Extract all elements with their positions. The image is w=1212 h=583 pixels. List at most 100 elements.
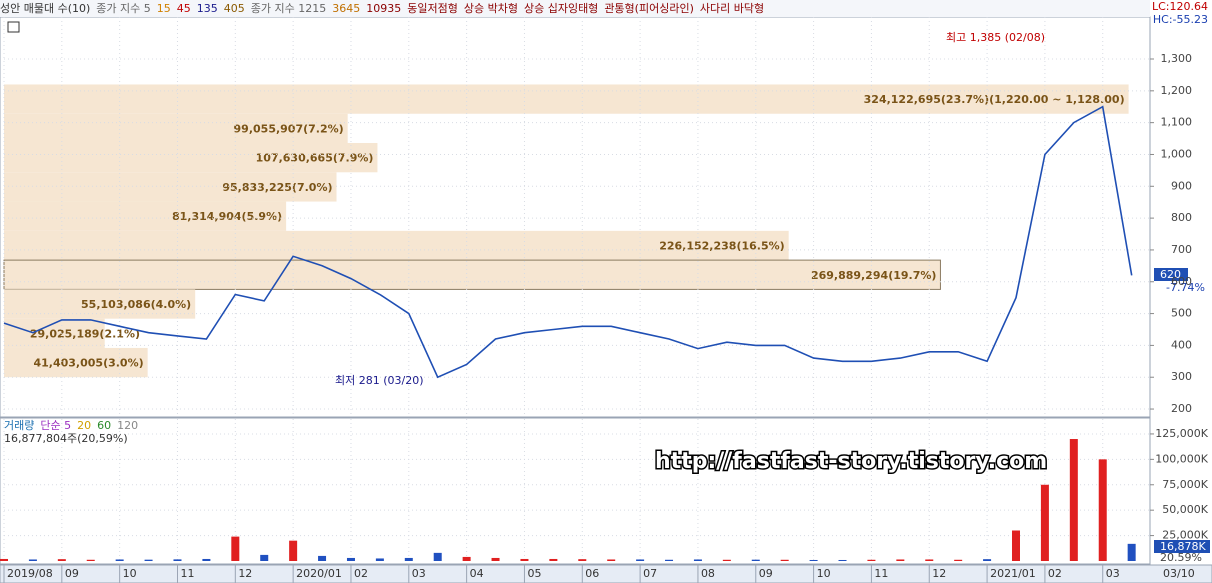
- ratio-label: 20.59%: [1160, 551, 1202, 564]
- legend-item[interactable]: 종가 지수 1215: [250, 2, 327, 15]
- volume-bar: [1098, 459, 1107, 561]
- volume-bar: [954, 559, 963, 561]
- x-tick-label: 11: [874, 567, 888, 580]
- volume-bar: [549, 558, 558, 561]
- volume-bar: [318, 555, 327, 561]
- volume-profile-band: [4, 230, 789, 261]
- table-icon[interactable]: [7, 21, 20, 33]
- legend-item[interactable]: 15: [156, 2, 171, 15]
- x-tick-label: 02: [1048, 567, 1062, 580]
- x-tick-label: 07: [643, 567, 657, 580]
- volume-bar: [722, 559, 731, 561]
- volume-bar: [665, 559, 674, 561]
- last-volume-box: [1154, 540, 1210, 553]
- volume-profile-label: 55,103,086(4.0%): [81, 298, 191, 311]
- legend-item[interactable]: 사다리 바닥형: [699, 2, 765, 15]
- hc-label: HC:-55.23: [1153, 13, 1208, 26]
- volume-legend: 거래량 단순 5 20 60 120: [4, 419, 144, 433]
- volume-bar: [1069, 439, 1078, 561]
- y-tick-label: 200: [1171, 402, 1192, 415]
- volume-profile-band: [4, 347, 148, 378]
- volume-profile-label: 95,833,225(7.0%): [222, 181, 332, 194]
- volume-profile-label: 99,055,907(7.2%): [234, 122, 344, 135]
- volume-profile-band: [4, 289, 196, 319]
- legend-item[interactable]: 405: [223, 2, 245, 15]
- y-tick-label: 600: [1171, 275, 1192, 288]
- x-tick-label: 2019/08: [7, 567, 53, 580]
- volume-info: 16,877,804주(20,59%): [4, 432, 128, 445]
- volume-profile-label: 269,889,294(19.7%): [811, 269, 936, 282]
- x-tick-label: 06: [585, 567, 599, 580]
- legend-item[interactable]: 성안 매물대 수(10): [0, 2, 91, 15]
- legend-item[interactable]: 종가 지수 5: [96, 2, 151, 15]
- volume-profile-label: 107,630,665(7.9%): [256, 152, 374, 165]
- x-tick-label: 10: [817, 567, 831, 580]
- volume-bar: [780, 559, 789, 561]
- legend-item[interactable]: 10935: [366, 2, 402, 15]
- volume-profile-label: 29,025,189(2.1%): [30, 327, 140, 340]
- volume-profile-band: [4, 113, 348, 144]
- high-note: 최고 1,385 (02/08): [946, 31, 1045, 44]
- y-tick-label: 25,000K: [1162, 529, 1208, 542]
- volume-bar: [433, 552, 442, 561]
- y-tick-label: 1,200: [1161, 84, 1193, 97]
- x-tick-label: 05: [527, 567, 541, 580]
- volume-bar: [202, 558, 211, 561]
- y-tick-label: 400: [1171, 338, 1192, 351]
- last-date: 03/10: [1163, 567, 1195, 580]
- y-tick-label: 100,000K: [1155, 452, 1208, 465]
- volume-bar: [607, 559, 616, 561]
- volume-bar: [867, 559, 876, 561]
- volume-bar: [404, 557, 413, 561]
- volume-bar: [462, 556, 471, 561]
- volume-bar: [375, 558, 384, 561]
- legend-item[interactable]: 3645: [332, 2, 361, 15]
- volume-bar: [838, 559, 847, 561]
- volume-pane: [0, 417, 1151, 565]
- x-tick-label: 12: [238, 567, 252, 580]
- legend-item[interactable]: 단순 5: [40, 419, 72, 432]
- volume-bar: [809, 559, 818, 561]
- last-price: 620: [1160, 268, 1181, 281]
- volume-profile-band: [3, 259, 941, 290]
- legend-item[interactable]: 관통형(피어싱라인): [604, 2, 694, 15]
- y-tick-label: 1,000: [1161, 147, 1193, 160]
- y-tick-label: 125,000K: [1155, 427, 1208, 440]
- volume-bar: [346, 557, 355, 561]
- y-tick-label: 50,000K: [1162, 503, 1208, 516]
- legend-item[interactable]: 동일저점형: [407, 2, 458, 15]
- y-tick-label: 900: [1171, 179, 1192, 192]
- volume-bar: [693, 559, 702, 561]
- y-tick-label: 500: [1171, 307, 1192, 320]
- volume-profile-band: [4, 143, 378, 173]
- volume-bar: [491, 557, 500, 561]
- volume-bar: [57, 559, 66, 561]
- volume-profile-label: 81,314,904(5.9%): [172, 210, 282, 223]
- x-tick-label: 03: [1106, 567, 1120, 580]
- legend-item[interactable]: 45: [176, 2, 191, 15]
- legend-item[interactable]: 135: [196, 2, 218, 15]
- legend-item[interactable]: 상승 박차형: [463, 2, 518, 15]
- legend-item[interactable]: 거래량: [4, 419, 35, 432]
- volume-bar: [86, 559, 95, 561]
- last-volume: 16,878K: [1160, 540, 1206, 553]
- volume-bar: [896, 559, 905, 561]
- legend-item[interactable]: 120: [117, 419, 139, 432]
- x-tick-label: 2021/01: [990, 567, 1036, 580]
- volume-bar: [1127, 543, 1136, 561]
- low-note: 최저 281 (03/20): [335, 374, 424, 387]
- volume-bar: [983, 559, 992, 561]
- volume-profile-label: 324,122,695(23.7%)(1,220.00 ~ 1,128.00): [864, 93, 1125, 106]
- volume-profile-band: [4, 84, 1129, 114]
- volume-profile-band: [4, 201, 287, 231]
- price-line: [3, 105, 1133, 379]
- y-tick-label: 800: [1171, 211, 1192, 224]
- legend-item[interactable]: 60: [97, 419, 112, 432]
- legend-item[interactable]: 상승 십자잉태형: [523, 2, 599, 15]
- volume-bar: [144, 559, 153, 561]
- change-label: -7.74%: [1166, 281, 1205, 294]
- y-tick-label: 75,000K: [1162, 478, 1208, 491]
- volume-bar: [578, 559, 587, 561]
- legend-item[interactable]: 20: [77, 419, 92, 432]
